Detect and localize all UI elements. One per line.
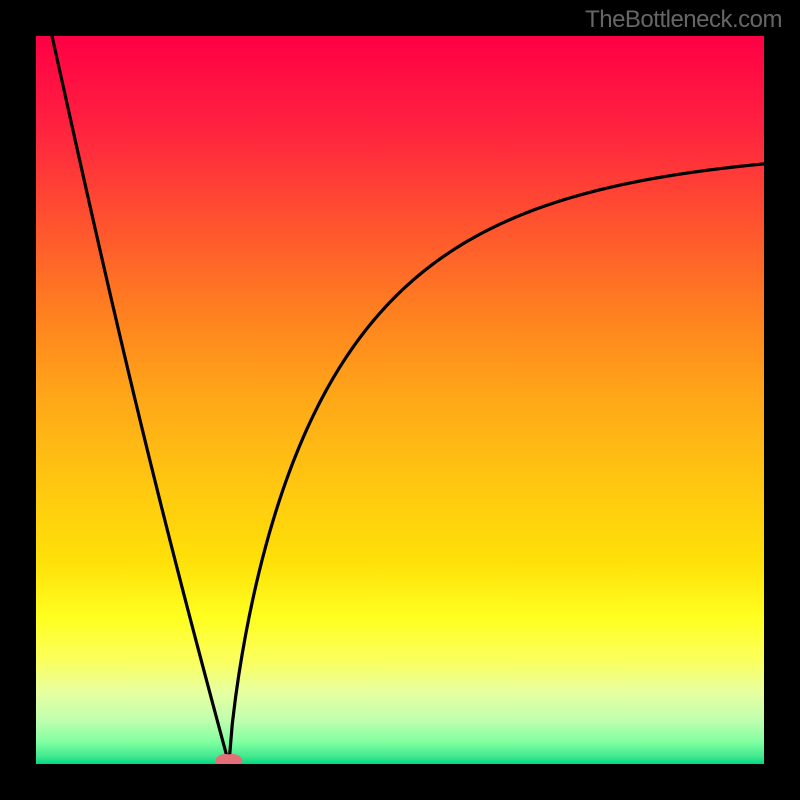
chart-container: TheBottleneck.com [0,0,800,800]
watermark-label: TheBottleneck.com [585,6,782,34]
curve-overlay [36,36,764,764]
plot-area [36,36,764,764]
bottleneck-curve [52,36,764,764]
optimum-marker [215,754,242,764]
